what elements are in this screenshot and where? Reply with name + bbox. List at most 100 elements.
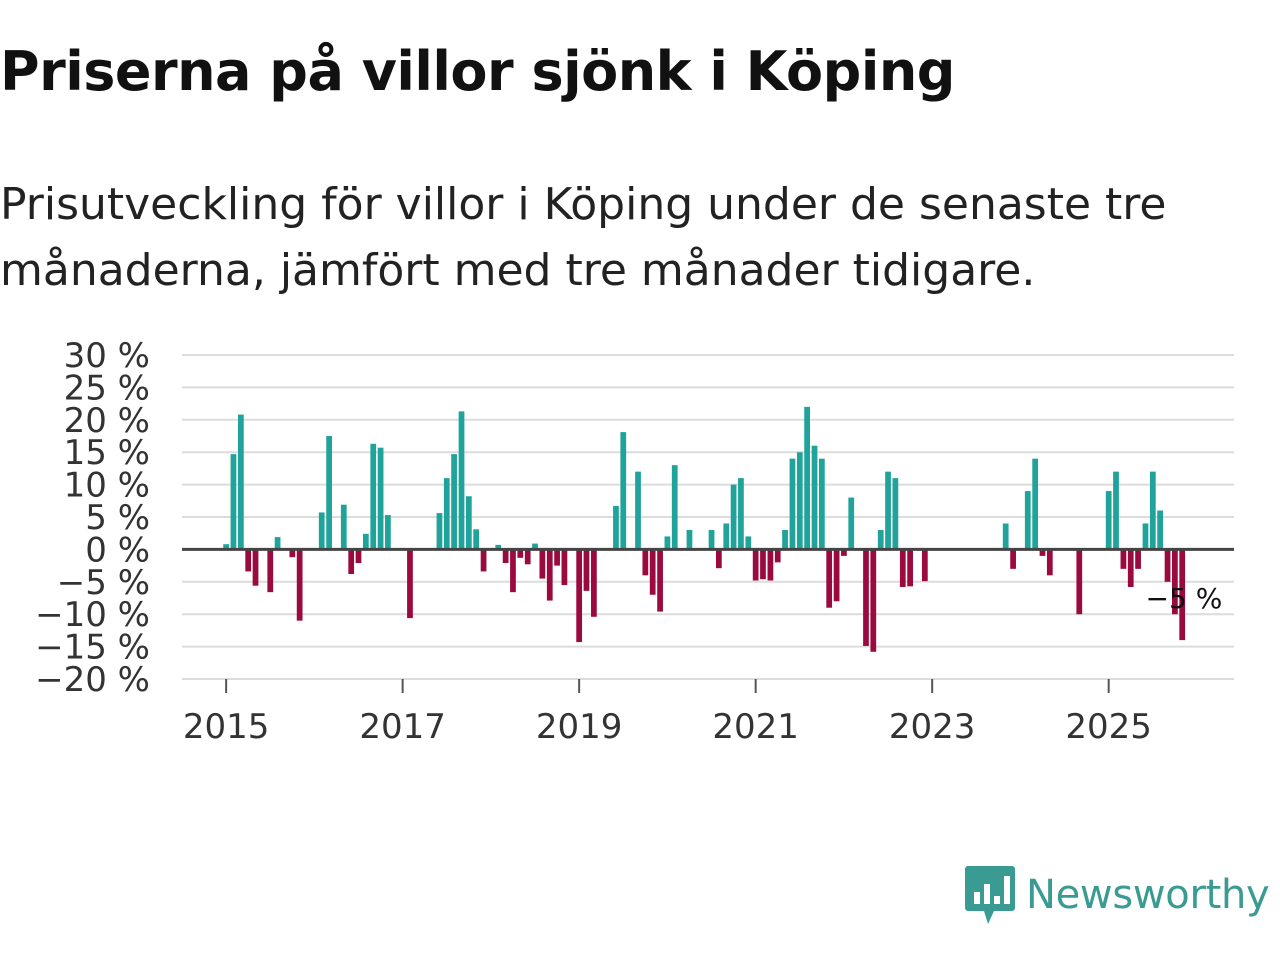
bar	[1039, 549, 1046, 556]
y-tick-label: −15 %	[35, 628, 150, 668]
chart-title: Priserna på villor sjönk i Köping	[0, 40, 955, 103]
bar	[877, 529, 884, 550]
bar	[635, 471, 641, 550]
bar	[318, 512, 325, 550]
bar	[561, 549, 568, 586]
bar	[1002, 523, 1009, 550]
x-tick-label: 2023	[889, 707, 976, 747]
y-tick-label: −20 %	[35, 660, 150, 700]
bar	[1032, 458, 1039, 550]
bar	[613, 505, 619, 550]
bar	[245, 549, 252, 572]
bar	[1046, 549, 1053, 576]
bar	[554, 549, 560, 566]
bar	[657, 549, 663, 612]
x-tick-label: 2019	[536, 707, 623, 747]
bar	[715, 549, 722, 569]
y-gridlines	[182, 354, 1234, 680]
bar	[907, 549, 913, 587]
bar	[385, 515, 391, 550]
last-value-annotation: −5 %	[1146, 582, 1223, 615]
y-tick-label: −10 %	[35, 595, 150, 635]
y-tick-label: 30 %	[64, 336, 150, 376]
bar	[296, 549, 303, 621]
bar	[223, 544, 229, 550]
bar-series	[223, 406, 1186, 652]
y-axis-tick-labels: 30 %25 %20 %15 %10 %5 %0 %−5 %−10 %−15 %…	[35, 336, 150, 700]
bar	[274, 537, 281, 550]
bar	[796, 452, 803, 550]
bar	[539, 549, 546, 579]
bar	[1172, 549, 1178, 615]
x-tick-label: 2025	[1065, 707, 1152, 747]
bar	[752, 549, 759, 581]
bar	[451, 454, 457, 550]
bar	[340, 504, 347, 550]
bar	[355, 549, 362, 564]
bar	[362, 533, 369, 550]
bar	[407, 549, 413, 619]
bar	[620, 432, 627, 550]
bar	[730, 484, 737, 550]
x-tick-label: 2021	[712, 707, 799, 747]
bar	[767, 549, 774, 581]
newsworthy-logo-icon	[965, 866, 1015, 924]
bar	[436, 513, 443, 550]
bar	[664, 536, 671, 550]
bar	[863, 549, 869, 646]
bar	[899, 549, 906, 587]
annotation-label: −5 %	[1146, 582, 1223, 615]
bar	[804, 406, 810, 550]
bar	[708, 529, 715, 550]
newsworthy-logo: Newsworthy	[964, 864, 1270, 926]
bar	[495, 544, 502, 550]
bar	[649, 549, 656, 595]
bar	[465, 496, 472, 550]
y-tick-label: 15 %	[64, 433, 150, 473]
bar	[774, 549, 781, 563]
bar	[1179, 549, 1186, 641]
y-tick-label: 0 %	[85, 530, 150, 570]
chart-subtitle: Prisutveckling för villor i Köping under…	[0, 179, 1167, 296]
bar	[671, 465, 678, 550]
bar	[267, 549, 274, 593]
bar	[458, 411, 465, 550]
bar	[921, 549, 928, 582]
bar	[348, 549, 355, 575]
bar	[723, 523, 730, 550]
bar	[870, 549, 877, 652]
bar	[745, 536, 752, 550]
bar	[642, 549, 649, 576]
bar	[818, 458, 825, 550]
bar	[885, 471, 891, 550]
y-tick-label: −5 %	[57, 563, 150, 603]
bar	[546, 549, 553, 601]
bar	[1164, 549, 1171, 582]
y-tick-label: 5 %	[85, 498, 150, 538]
bar	[782, 529, 788, 550]
bar	[1010, 549, 1016, 569]
bar	[833, 549, 840, 602]
bar	[848, 497, 855, 550]
x-tick-label: 2015	[183, 707, 270, 747]
x-tick-label: 2017	[359, 707, 446, 747]
bar	[377, 447, 384, 550]
bar	[738, 478, 744, 550]
bar	[524, 549, 531, 565]
bar	[1142, 523, 1149, 550]
bar	[811, 445, 818, 550]
bar	[252, 549, 259, 586]
bar	[532, 543, 538, 550]
bar	[892, 478, 899, 550]
bar	[1105, 491, 1112, 550]
bar	[1135, 549, 1141, 569]
bar	[576, 549, 583, 643]
bar	[473, 529, 480, 550]
bar	[238, 414, 244, 550]
bar	[370, 443, 377, 550]
bar	[686, 529, 693, 550]
bar	[230, 454, 237, 550]
bar	[289, 549, 296, 558]
bar	[1113, 471, 1119, 550]
bar	[510, 549, 516, 593]
